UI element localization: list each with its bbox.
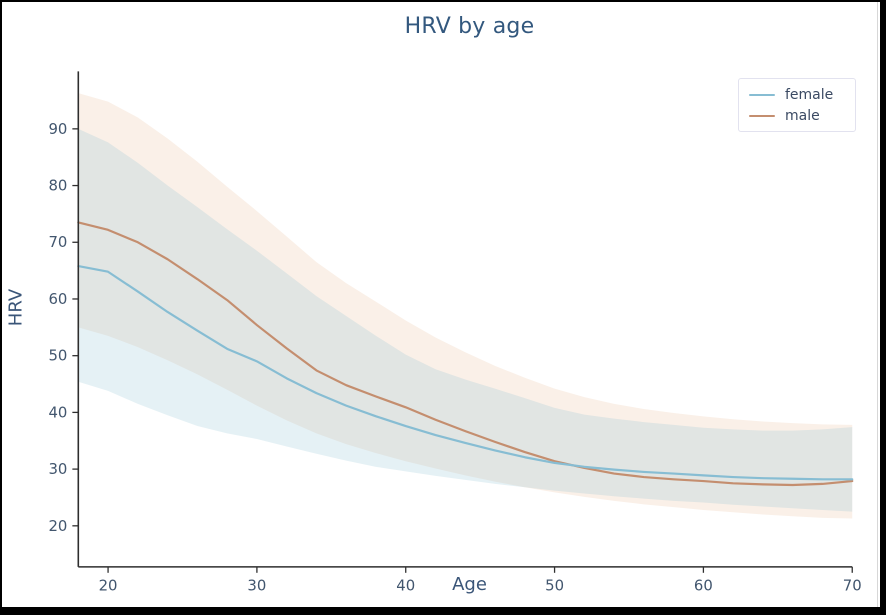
y-tick-label-40: 40 [48,403,67,421]
x-tick-label-60: 60 [694,577,713,595]
chart-title: HRV by age [404,14,535,39]
y-tick-label-20: 20 [48,517,67,535]
x-tick-label-40: 40 [396,577,415,595]
female-confidence-band [78,128,853,512]
x-tick-label-30: 30 [247,577,266,595]
legend: female male [738,78,856,132]
male-line-swatch [749,114,775,117]
male-mean-line [77,221,854,487]
y-tick-label-70: 70 [48,233,67,251]
y-tick-label-60: 60 [48,290,67,308]
female-line-swatch [749,93,775,96]
y-axis-label: HRV [5,288,27,327]
x-axis-label: Age [452,574,487,595]
legend-label-male: male [785,107,820,124]
female-mean-line [77,264,854,481]
x-tick-label-20: 20 [99,577,118,595]
y-tick-label-90: 90 [48,120,67,138]
right-edge-divider [877,2,878,607]
hrv-chart-figure: 20 30 40 50 60 70 80 90 20 30 40 50 60 70 HRV by age … [2,2,880,607]
legend-item-male: male [749,109,845,123]
x-tick-label-50: 50 [545,577,564,595]
y-tick-label-30: 30 [48,460,67,478]
x-tick-label-70: 70 [843,577,862,595]
y-tick-label-50: 50 [48,347,67,365]
y-tick-label-80: 80 [48,177,67,195]
legend-item-female: female [749,88,845,102]
legend-label-female: female [785,86,834,103]
male-confidence-band [78,93,853,519]
